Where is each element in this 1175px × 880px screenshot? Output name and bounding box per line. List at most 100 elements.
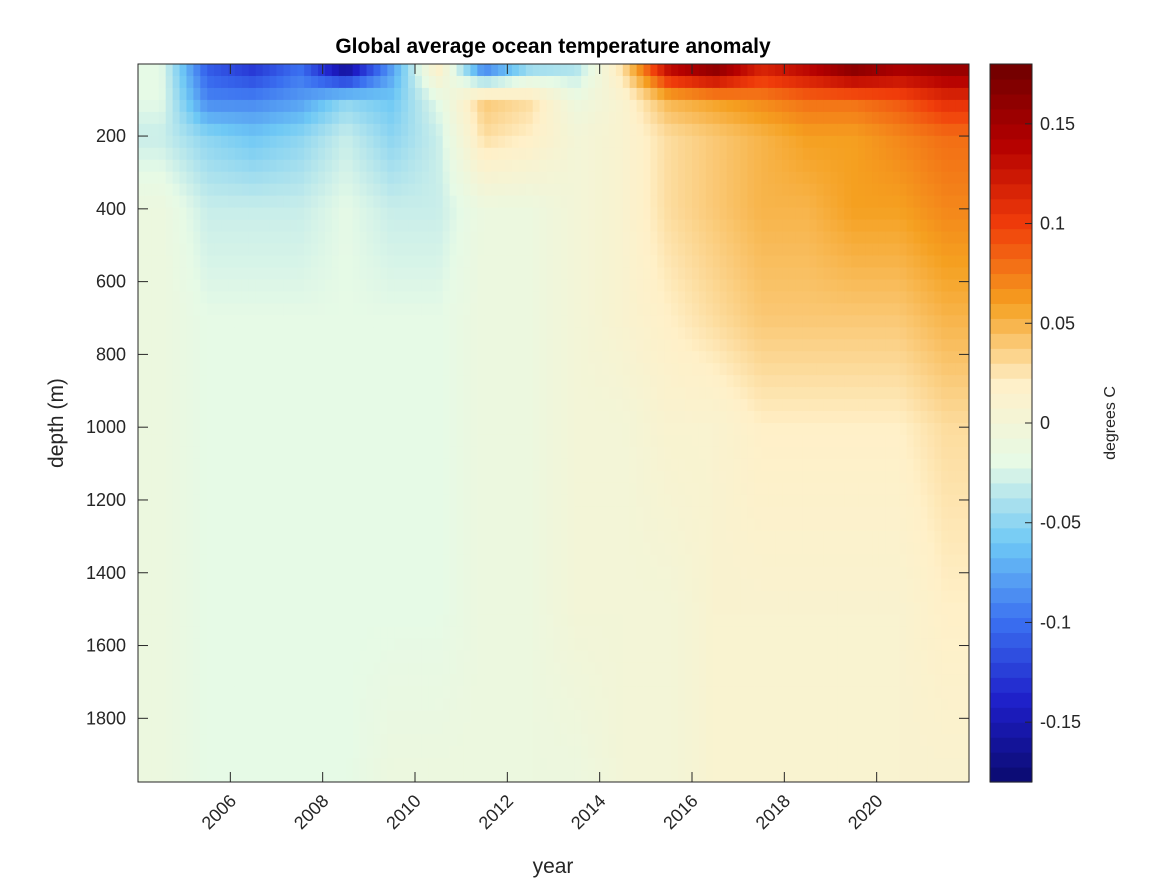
heatmap-cell <box>401 183 409 197</box>
heatmap-cell <box>539 183 548 197</box>
heatmap-cell <box>297 423 305 436</box>
heatmap-cell <box>415 542 423 556</box>
heatmap-cell <box>290 602 298 616</box>
heatmap-cell <box>318 674 326 687</box>
heatmap-cell <box>165 111 174 125</box>
heatmap-cell <box>712 243 721 257</box>
heatmap-cell <box>428 662 437 675</box>
heatmap-cell <box>650 494 658 508</box>
heatmap-cell <box>498 446 506 460</box>
heatmap-cell <box>595 423 603 436</box>
heatmap-cell <box>304 111 312 125</box>
heatmap-cell <box>165 566 174 580</box>
heatmap-cell <box>698 614 707 628</box>
heatmap-cell <box>138 111 146 125</box>
heatmap-cell <box>338 458 347 472</box>
heatmap-cell <box>449 243 458 257</box>
heatmap-cell <box>601 602 610 616</box>
heatmap-cell <box>698 363 707 376</box>
heatmap-cell <box>200 339 208 352</box>
heatmap-cell <box>331 650 340 663</box>
heatmap-cell <box>248 219 257 233</box>
heatmap-cell <box>484 638 492 651</box>
heatmap-cell <box>685 458 693 472</box>
heatmap-cell <box>331 746 340 759</box>
heatmap-cell <box>338 183 347 197</box>
heatmap-cell <box>304 434 312 448</box>
heatmap-cell <box>671 111 679 125</box>
heatmap-cell <box>345 494 354 508</box>
heatmap-cell <box>622 231 631 245</box>
heatmap-cell <box>248 183 257 197</box>
heatmap-cell <box>553 710 562 723</box>
heatmap-cell <box>172 602 181 616</box>
heatmap-cell <box>324 746 333 759</box>
heatmap-cell <box>664 339 672 352</box>
heatmap-cell <box>560 638 568 651</box>
heatmap-cell <box>415 351 423 364</box>
heatmap-cell <box>151 255 160 269</box>
heatmap-cell <box>456 434 465 448</box>
heatmap-cell <box>650 674 658 687</box>
heatmap-cell <box>241 614 250 628</box>
heatmap-cell <box>144 662 153 675</box>
heatmap-cell <box>276 638 285 651</box>
heatmap-cell <box>560 614 568 628</box>
heatmap-cell <box>595 315 603 328</box>
heatmap-cell <box>525 351 534 364</box>
heatmap-cell <box>657 291 665 304</box>
heatmap-cell <box>179 375 188 388</box>
heatmap-cell <box>463 64 471 77</box>
heatmap-cell <box>193 614 201 628</box>
heatmap-cell <box>269 746 278 759</box>
heatmap-cell <box>456 626 465 639</box>
heatmap-cell <box>491 566 499 580</box>
heatmap-cell <box>193 363 201 376</box>
heatmap-cell <box>290 219 298 233</box>
heatmap-cell <box>380 602 388 616</box>
heatmap-cell <box>518 255 527 269</box>
heatmap-cell <box>588 87 596 101</box>
heatmap-cell <box>463 434 471 448</box>
heatmap-cell <box>248 399 257 412</box>
heatmap-cell <box>532 458 541 472</box>
heatmap-cell <box>574 734 582 747</box>
heatmap-cell <box>255 758 264 771</box>
heatmap-cell <box>144 746 153 759</box>
heatmap-cell <box>359 315 368 328</box>
heatmap-cell <box>636 650 645 663</box>
heatmap-cell <box>629 399 638 412</box>
heatmap-cell <box>560 566 568 580</box>
heatmap-cell <box>546 183 555 197</box>
heatmap-cell <box>643 411 652 424</box>
heatmap-cell <box>138 64 146 77</box>
heatmap-cell <box>643 171 652 185</box>
heatmap-cell <box>283 734 291 747</box>
heatmap-cell <box>685 303 693 316</box>
heatmap-cell <box>179 423 188 436</box>
heatmap-cell <box>442 530 451 544</box>
heatmap-cell <box>172 470 181 484</box>
heatmap-cell <box>269 638 278 651</box>
heatmap-cell <box>214 183 222 197</box>
heatmap-cell <box>262 614 271 628</box>
heatmap-cell <box>449 710 458 723</box>
heatmap-cell <box>692 315 700 328</box>
heatmap-cell <box>705 303 714 316</box>
heatmap-cell <box>678 423 686 436</box>
heatmap-cell <box>539 315 548 328</box>
heatmap-cell <box>601 446 610 460</box>
heatmap-cell <box>276 542 285 556</box>
heatmap-cell <box>463 231 471 245</box>
heatmap-cell <box>449 662 458 675</box>
heatmap-cell <box>186 770 194 782</box>
heatmap-cell <box>138 434 146 448</box>
heatmap-cell <box>685 75 693 89</box>
heatmap-cell <box>311 231 319 245</box>
heatmap-cell <box>615 734 624 747</box>
heatmap-cell <box>685 231 693 245</box>
heatmap-cell <box>657 458 665 472</box>
heatmap-cell <box>615 399 624 412</box>
heatmap-cell <box>172 327 181 340</box>
heatmap-cell <box>151 363 160 376</box>
